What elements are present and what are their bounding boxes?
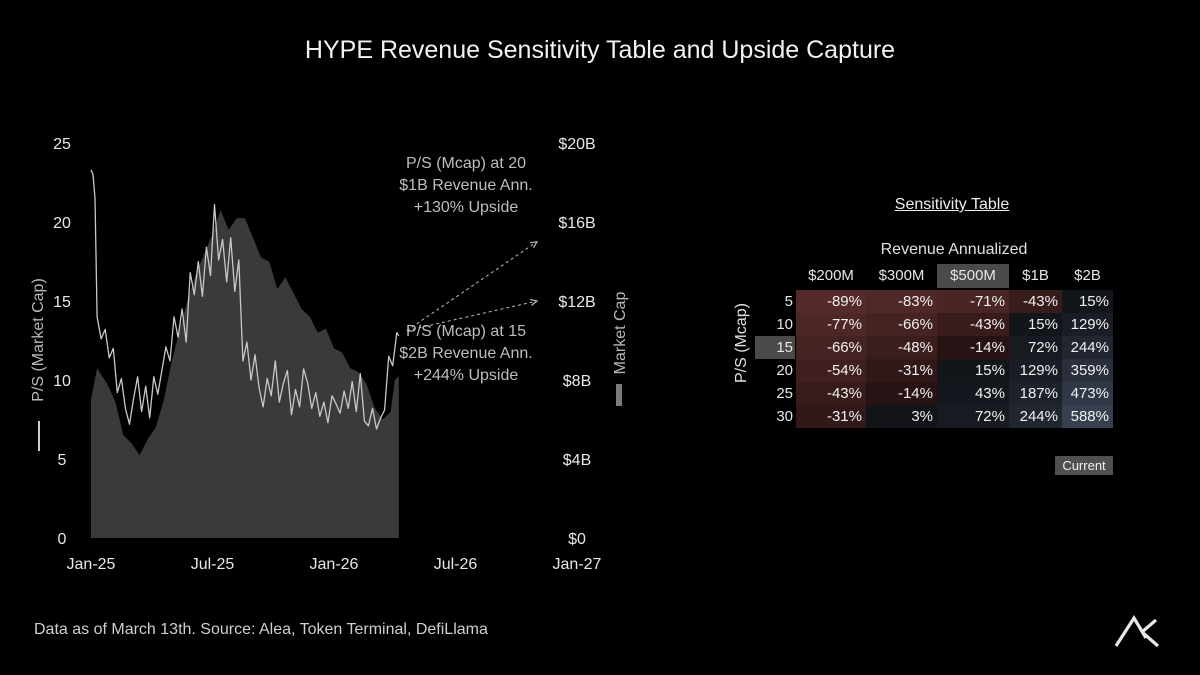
row-header-label: 25 bbox=[776, 385, 793, 402]
market-cap-area bbox=[91, 210, 399, 538]
table-cell: -66% bbox=[866, 313, 937, 336]
right-axis-tick-label: $12B bbox=[558, 294, 595, 311]
annotation-text: $2B Revenue Ann. bbox=[399, 345, 532, 362]
row-header: 15 bbox=[755, 336, 795, 359]
table-cell: -48% bbox=[866, 336, 937, 359]
table-cell: -83% bbox=[866, 290, 937, 313]
right-axis-title: Market Cap bbox=[612, 292, 629, 375]
left-axis-tick-label: 25 bbox=[53, 136, 71, 153]
row-header: 5 bbox=[755, 290, 795, 313]
table-cell: 3% bbox=[866, 405, 937, 428]
table-cell: -31% bbox=[796, 405, 866, 428]
ps-legend-swatch bbox=[38, 421, 40, 451]
column-header: $1B bbox=[1022, 267, 1049, 284]
table-cell: -71% bbox=[937, 290, 1009, 313]
left-axis-tick-label: 15 bbox=[53, 294, 71, 311]
row-header-label: 5 bbox=[784, 293, 793, 310]
column-header: $300M bbox=[878, 267, 925, 284]
table-cell: -54% bbox=[796, 359, 866, 382]
table-cell: 244% bbox=[1062, 336, 1113, 359]
row-header-label: 10 bbox=[776, 316, 793, 333]
annotation-arrowhead bbox=[530, 298, 539, 306]
left-axis-title: P/S (Market Cap) bbox=[30, 278, 47, 402]
table-cell: 187% bbox=[1009, 382, 1062, 405]
ps-line bbox=[90, 169, 400, 430]
table-cell: 244% bbox=[1009, 405, 1062, 428]
table-cell: -14% bbox=[866, 382, 937, 405]
row-header: 30 bbox=[755, 405, 795, 428]
table-cell: -43% bbox=[937, 313, 1009, 336]
table-cell: 129% bbox=[1062, 313, 1113, 336]
table-cell: 15% bbox=[1009, 313, 1062, 336]
left-axis-tick-label: 20 bbox=[53, 215, 71, 232]
x-axis-tick-label: Jan-25 bbox=[67, 556, 116, 573]
table-cell: -66% bbox=[796, 336, 866, 359]
current-badge: Current bbox=[1055, 456, 1113, 475]
right-axis-tick-label: $16B bbox=[558, 215, 595, 232]
column-header: $200M bbox=[808, 267, 854, 284]
right-axis-tick-label: $0 bbox=[568, 531, 586, 548]
annotation-text: +130% Upside bbox=[414, 199, 519, 216]
x-axis-tick-label: Jan-27 bbox=[553, 556, 602, 573]
table-cell: -14% bbox=[937, 336, 1009, 359]
table-cell: 72% bbox=[1009, 336, 1062, 359]
annotation-arrowhead bbox=[529, 240, 539, 249]
row-header: 10 bbox=[755, 313, 795, 336]
column-header: $2B bbox=[1074, 267, 1101, 284]
right-axis-tick-label: $4B bbox=[563, 452, 591, 469]
table-cell: 129% bbox=[1009, 359, 1062, 382]
table-cell: 72% bbox=[937, 405, 1009, 428]
x-axis-tick-label: Jul-25 bbox=[191, 556, 235, 573]
left-axis-tick-label: 0 bbox=[58, 531, 67, 548]
source-footnote: Data as of March 13th. Source: Alea, Tok… bbox=[34, 621, 488, 638]
table-cell: -77% bbox=[796, 313, 866, 336]
annotation-text: P/S (Mcap) at 20 bbox=[406, 155, 526, 172]
table-cell: -89% bbox=[796, 290, 866, 313]
annotation-arrow-line bbox=[406, 241, 538, 332]
left-axis-tick-label: 10 bbox=[53, 373, 71, 390]
left-axis-tick-label: 5 bbox=[58, 452, 67, 469]
ps-mcap-axis-label: P/S (Mcap) bbox=[733, 302, 750, 383]
annotation-text: +244% Upside bbox=[414, 367, 519, 384]
annotation-text: P/S (Mcap) at 15 bbox=[406, 323, 526, 340]
sensitivity-table-title: Sensitivity Table bbox=[894, 196, 1010, 213]
table-cell: 473% bbox=[1062, 382, 1113, 405]
x-axis-tick-label: Jul-26 bbox=[434, 556, 478, 573]
row-header: 25 bbox=[755, 382, 795, 405]
table-cell: 43% bbox=[937, 382, 1009, 405]
table-cell: 359% bbox=[1062, 359, 1113, 382]
revenue-annualized-label: Revenue Annualized bbox=[880, 241, 1028, 258]
table-cell: 15% bbox=[1062, 290, 1113, 313]
table-cell: 588% bbox=[1062, 405, 1113, 428]
row-header-label: 30 bbox=[776, 408, 793, 425]
right-axis-tick-label: $20B bbox=[558, 136, 595, 153]
right-axis-tick-label: $8B bbox=[563, 373, 591, 390]
table-cell: -43% bbox=[1009, 290, 1062, 313]
table-cell: -43% bbox=[796, 382, 866, 405]
annotation-text: $1B Revenue Ann. bbox=[399, 177, 532, 194]
row-header-label: 20 bbox=[776, 362, 793, 379]
table-cell: 15% bbox=[937, 359, 1009, 382]
row-header: 20 bbox=[755, 359, 795, 382]
alea-logo-icon bbox=[1114, 614, 1160, 648]
market-cap-legend-swatch bbox=[616, 384, 622, 406]
column-header: $500M bbox=[937, 264, 1009, 288]
table-cell: -31% bbox=[866, 359, 937, 382]
x-axis-tick-label: Jan-26 bbox=[310, 556, 359, 573]
annotation-arrow-line bbox=[406, 300, 538, 332]
row-header-label: 15 bbox=[776, 339, 793, 356]
page-title: HYPE Revenue Sensitivity Table and Upsid… bbox=[304, 36, 896, 64]
